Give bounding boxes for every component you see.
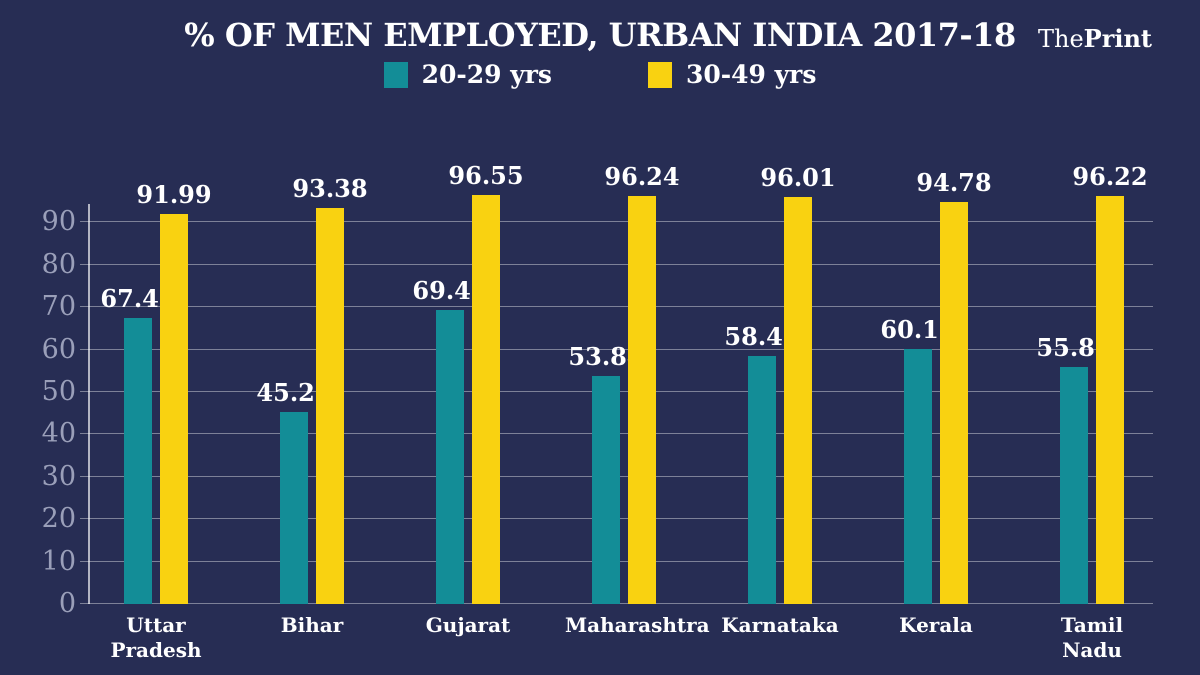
legend-label: 20-29 yrs [421,60,552,89]
bar-value-label: 96.01 [760,162,836,192]
bar-group: 67.48 91.99 [78,180,234,604]
legend-item-30-49: 30-49 yrs [648,60,816,89]
x-axis-label: Bihar [234,613,390,663]
bar-value-label: 91.99 [136,179,212,209]
logo-print: Print [1083,24,1152,53]
x-axis-label: Gujarat [390,613,546,663]
y-tick-label: 0 [58,588,76,619]
legend-label: 30-49 yrs [686,60,817,89]
bar: 69.42 [412,276,488,604]
x-axis-label: Kerala [858,613,1014,663]
x-axis-label-text: Tamil Nadu [1060,613,1124,662]
y-tick-label: 80 [41,248,76,280]
bar: 94.78 [916,168,992,604]
bar-group: 53.84 96.24 [546,162,702,604]
bars-layer: 67.48 91.99 45.27 93.38 69.42 96.55 53.84 96.24… [78,161,1170,604]
bar: 96.55 [448,161,524,604]
x-axis-label: Karnataka [702,613,858,663]
bar-group: 55.83 96.22 [1014,162,1170,604]
bar-value-label: 96.22 [1072,162,1148,192]
y-tick-label: 60 [41,333,76,365]
bar-group: 69.42 96.55 [390,161,546,604]
bar: 96.01 [760,163,836,604]
bar: 67.48 [100,284,176,604]
x-axis-label-text: Maharashtra [565,613,710,637]
bar: 96.24 [604,162,680,604]
bar-group: 60.16 94.78 [858,168,1014,604]
y-axis-tick-labels: 0 10 20 30 40 50 60 70 80 90 [18,180,76,618]
gridline [80,221,1153,223]
legend-swatch-yellow-icon [648,61,672,88]
bar-value-label: 96.24 [604,161,680,191]
bar: 96.22 [1072,162,1148,604]
y-tick-label: 70 [41,291,76,323]
gridline [80,263,1153,265]
y-tick-label: 10 [41,545,76,577]
x-axis-label-text: Uttar Pradesh [110,613,202,662]
bar: 93.38 [292,174,368,604]
y-tick-label: 20 [41,503,76,535]
y-tick-label: 50 [41,376,76,407]
legend-swatch-teal-icon [383,61,408,88]
legend-item-20-29: 20-29 yrs [383,60,552,89]
y-tick-label: 30 [41,460,76,492]
bar: 45.27 [256,378,332,604]
gridline [80,348,1153,350]
bar: 55.83 [1036,333,1112,604]
x-axis-label-text: Bihar [280,613,344,637]
x-axis-label: Uttar Pradesh [78,613,234,663]
bar-group: 45.27 93.38 [234,174,390,604]
bar: 58.41 [724,322,800,604]
bar-value-label: 93.38 [292,174,368,204]
x-axis-labels: Uttar Pradesh Bihar Gujarat Maharashtra Karn… [78,613,1170,663]
legend: 20-29 yrs 30-49 yrs [0,60,1200,89]
y-tick-label: 90 [41,206,76,238]
brand-logo: ThePrint [1038,24,1152,53]
x-axis-label-text: Kerala [899,613,973,637]
bar: 60.16 [880,315,956,604]
bar-group: 58.41 96.01 [702,163,858,604]
gridline [80,306,1153,308]
x-axis-label: Tamil Nadu [1014,613,1170,663]
bar: 53.84 [568,342,644,604]
bar: 91.99 [136,180,212,604]
x-axis-label-text: Karnataka [721,613,839,637]
x-axis-label: Maharashtra [546,613,710,663]
bar-value-label: 96.55 [448,160,524,190]
logo-the: The [1037,25,1084,53]
y-tick-label: 40 [41,418,76,450]
y-axis-line [88,204,90,604]
bar-value-label: 94.78 [916,168,992,198]
x-axis-label-text: Gujarat [425,613,511,637]
chart-title: % OF MEN EMPLOYED, URBAN INDIA 2017-18 [184,16,1016,54]
